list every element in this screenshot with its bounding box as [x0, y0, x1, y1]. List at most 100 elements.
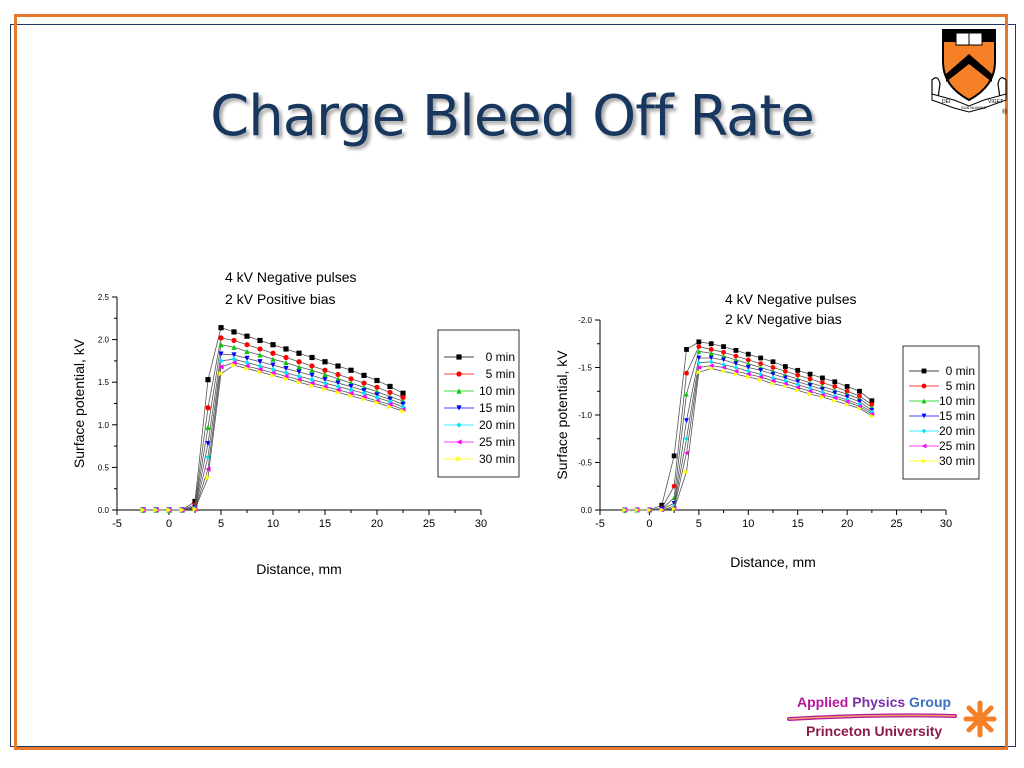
y-tick-label: -2.0	[578, 316, 592, 325]
x-tick-label: 10	[267, 518, 279, 530]
data-point	[721, 365, 726, 370]
data-point	[387, 404, 393, 410]
footer-word-group: Group	[905, 694, 952, 710]
data-point	[820, 380, 825, 386]
legend-item: 25 min	[909, 439, 975, 453]
data-point	[634, 507, 640, 513]
x-tick-label: 15	[792, 518, 804, 530]
data-point	[708, 347, 714, 352]
legend-marker	[921, 398, 927, 404]
data-point	[696, 348, 702, 354]
data-point	[218, 371, 224, 377]
data-point	[708, 341, 714, 347]
data-point	[296, 350, 302, 356]
legend-item: 25 min	[444, 435, 515, 449]
slide-title: Charge Bleed Off Rate	[210, 84, 815, 149]
series-5-min	[140, 335, 406, 513]
chart-annotation: 2 kV Positive bias	[225, 291, 336, 307]
x-tick-label: 30	[940, 518, 952, 530]
legend-item: 10 min	[444, 384, 515, 398]
data-point	[647, 507, 652, 513]
data-point	[745, 361, 751, 367]
data-point	[671, 453, 677, 459]
data-point	[622, 507, 628, 513]
data-point	[244, 360, 250, 366]
data-point	[795, 379, 801, 385]
data-point	[820, 392, 825, 398]
data-point	[348, 367, 354, 373]
x-tick-label: 20	[371, 518, 383, 530]
data-point	[745, 365, 751, 370]
data-point	[795, 385, 801, 390]
data-point	[770, 359, 776, 365]
data-point	[244, 342, 250, 348]
data-point	[270, 342, 276, 348]
data-point	[335, 371, 341, 378]
data-point	[257, 337, 263, 344]
x-tick-label: 20	[841, 518, 853, 530]
data-point	[844, 399, 850, 405]
crest-banner-mid: SUB NUMINE	[961, 105, 986, 110]
data-point	[270, 350, 276, 356]
legend-item: 30 min	[909, 454, 975, 468]
data-point	[807, 391, 813, 397]
data-point	[659, 507, 665, 513]
x-tick-label: 25	[423, 518, 435, 530]
data-point	[745, 371, 751, 377]
data-point	[721, 349, 726, 355]
data-point	[807, 388, 813, 394]
data-point	[257, 366, 263, 373]
data-point	[733, 353, 739, 359]
data-point	[296, 359, 302, 365]
data-point	[857, 399, 862, 405]
data-point	[745, 374, 751, 380]
data-point	[361, 390, 367, 396]
data-point	[869, 402, 875, 407]
data-point	[296, 373, 302, 379]
legend-marker	[456, 371, 462, 377]
legend-label: 25 min	[479, 435, 515, 449]
data-point	[387, 383, 393, 390]
data-point	[257, 352, 263, 358]
data-point	[820, 394, 825, 400]
data-point	[296, 364, 302, 370]
data-point	[721, 357, 726, 363]
x-axis-label: Distance, mm	[256, 561, 342, 577]
data-point	[782, 378, 788, 384]
data-point	[218, 351, 224, 357]
legend-marker	[921, 383, 927, 389]
data-point	[205, 377, 211, 383]
data-point	[296, 369, 302, 375]
data-point	[374, 384, 380, 390]
data-point	[844, 388, 850, 394]
data-point	[684, 370, 689, 376]
data-point	[684, 347, 689, 352]
series-0-min	[622, 339, 875, 513]
data-point	[231, 329, 237, 335]
data-point	[696, 344, 702, 349]
footer-word-princeton: Princeton	[806, 723, 871, 739]
legend-item: 5 min	[909, 379, 975, 393]
data-point	[309, 377, 315, 383]
data-point	[244, 355, 250, 361]
data-point	[832, 398, 838, 404]
data-point	[231, 344, 237, 350]
legend-label: 15 min	[939, 409, 975, 423]
data-point	[782, 375, 788, 381]
data-point	[335, 380, 341, 386]
data-point	[192, 498, 198, 505]
data-point	[684, 391, 689, 397]
data-point	[671, 506, 677, 512]
data-point	[795, 372, 801, 378]
data-point	[844, 394, 850, 400]
data-point	[283, 376, 289, 382]
data-point	[166, 507, 172, 513]
princeton-shield-crest-icon: DEI SUB NUMINE VIGET ®	[931, 29, 1008, 116]
registered-mark: ®	[1002, 108, 1008, 116]
data-point	[309, 383, 315, 389]
legend-marker	[456, 422, 462, 428]
data-point	[322, 359, 328, 365]
data-point	[857, 405, 862, 411]
data-point	[708, 366, 714, 371]
chart-annotation: 2 kV Negative bias	[725, 311, 842, 327]
